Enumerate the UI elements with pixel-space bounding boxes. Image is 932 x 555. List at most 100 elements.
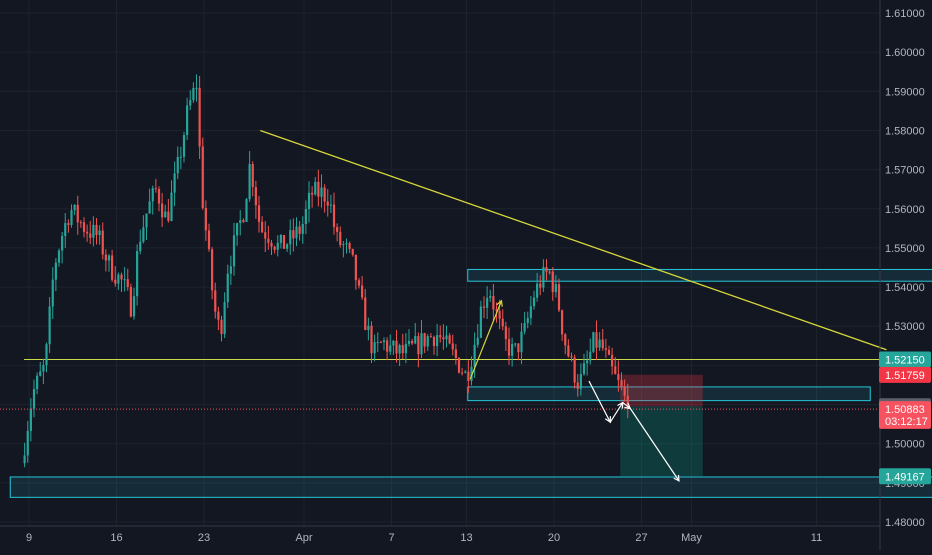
candle-body [448,335,451,344]
candle-body [376,342,379,344]
arrow-head [673,474,680,482]
time-tick-label: 9 [26,532,32,544]
candle-body [73,204,76,211]
candle-body [345,243,348,245]
position-tool[interactable] [620,374,703,477]
candle-body [482,306,486,308]
candle-body [220,319,223,335]
candle-body [392,340,395,346]
price-tag [879,366,931,383]
stop-loss-area[interactable] [620,374,703,407]
candle-body [614,366,617,374]
candle-body [42,365,45,372]
support-resistance-zone[interactable] [9,476,932,498]
drawings-layer[interactable] [0,129,887,482]
candle-body [414,336,417,344]
candle-body [439,335,442,338]
candle-body [454,349,457,358]
candle-body [311,192,314,195]
trendline[interactable] [260,129,887,351]
candle-body [120,274,123,280]
candle-body [386,340,389,352]
candle-body [54,262,57,280]
candle-body [301,224,304,234]
price-tag [879,468,931,485]
price-tick-label: 1.61000 [885,8,925,20]
candle-body [279,235,282,243]
arrow-head [624,402,632,410]
candle-body [164,211,167,218]
candle-body [92,224,95,238]
candle-body [589,351,592,361]
candle-body [370,325,373,354]
candle-body [61,235,64,251]
axes-layer [0,0,881,550]
price-tick-label: 1.54000 [885,282,925,294]
candle-body [226,273,229,303]
candle-body [192,87,195,101]
candle-body [298,226,301,234]
support-resistance-zone[interactable] [467,386,871,402]
candle-body [479,306,482,338]
candle-body [498,310,501,319]
time-tick-label: 13 [460,532,472,544]
price-tick-label: 1.56000 [885,204,925,216]
support-resistance-zone[interactable] [467,268,932,282]
price-tick-label: 1.57000 [885,165,925,177]
candle-body [398,345,401,354]
candle-body [36,375,39,390]
candle-body [104,254,107,261]
candle-body [86,231,89,234]
candle-body [195,87,198,89]
candle-body [523,323,526,332]
candle-body [567,345,570,357]
candle-body [367,325,370,331]
candle-body [182,135,186,157]
candle-body [351,248,354,255]
time-tick-label: May [681,532,702,544]
candle-body [407,340,411,344]
take-profit-area[interactable] [620,406,703,477]
candle-body [601,339,604,349]
candle-body [123,279,126,281]
candle-body [142,227,145,242]
candle-body [557,284,561,311]
candle-body [151,188,154,202]
candle-body [332,204,336,228]
candle-body [145,213,148,228]
candle-body [382,340,386,343]
candle-body [395,340,398,354]
candle-body [23,455,26,464]
price-tag-label: 03:12:17 [885,416,928,428]
candle-body [504,326,507,340]
candle-body [211,249,214,291]
arrow-head [604,416,611,424]
arrow-path[interactable] [469,300,503,380]
candle-body [551,271,554,293]
candle-body [423,333,426,347]
price-tags: 1.521501.517591.509551.5088303:12:171.49… [879,351,931,485]
candle-body [520,331,523,353]
candle-body [148,201,151,214]
candle-body [139,241,142,252]
candle-body [136,251,139,297]
candle-body [270,242,273,247]
price-tick-label: 1.50000 [885,439,925,451]
candle-body [289,230,292,245]
price-tick-label: 1.55000 [885,243,925,255]
candle-body [229,266,232,274]
candle-body [489,296,492,298]
time-tick-label: Apr [295,532,312,544]
candle-body [254,187,257,206]
candle-body [570,356,573,358]
candle-body [401,345,404,354]
candle-body [532,297,536,307]
candle-body [467,371,470,382]
candle-body [404,343,407,354]
candle-body [529,306,532,318]
time-axis[interactable]: 9 16 23 Apr 7 13 20 27 May 11 [26,532,822,544]
candle-body [26,430,29,456]
candle-body [426,336,429,347]
